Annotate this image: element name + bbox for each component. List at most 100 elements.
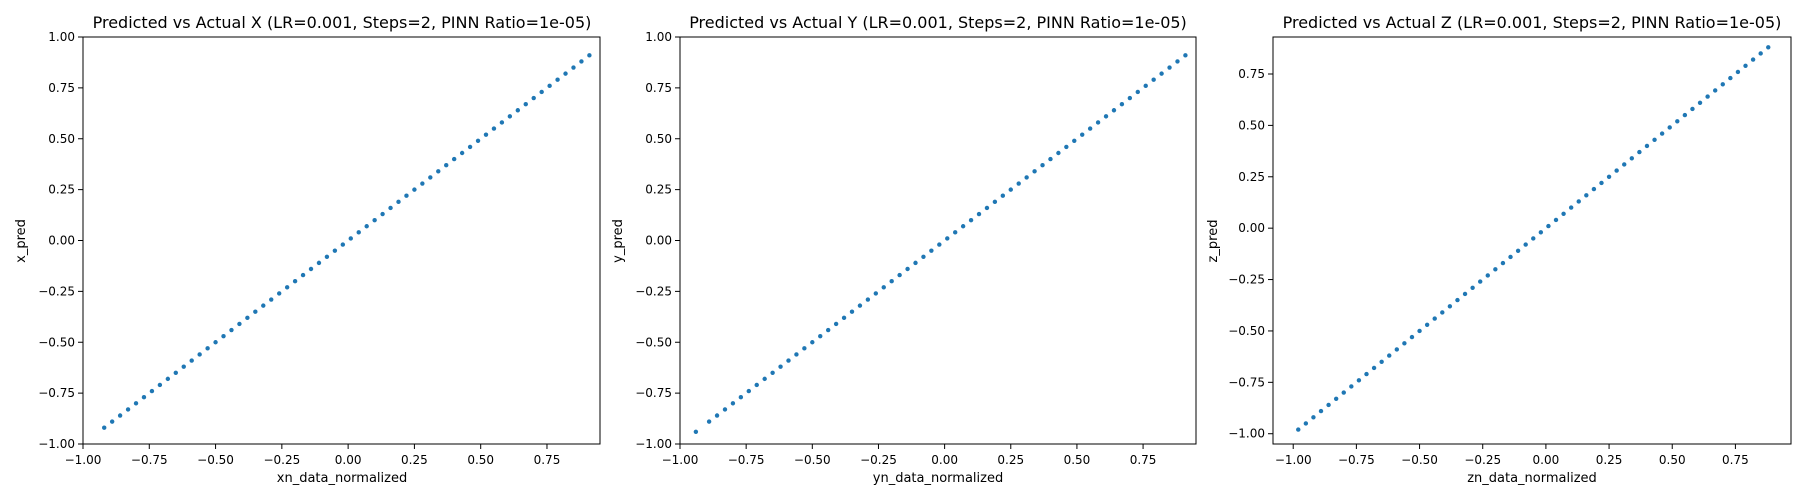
scatter-point — [1016, 181, 1021, 186]
scatter-point — [253, 309, 258, 314]
x-tick-label: 0.50 — [467, 453, 494, 467]
scatter-point — [873, 291, 879, 296]
scatter-point — [770, 370, 775, 375]
scatter-point — [237, 321, 242, 327]
y-tick-label: 0.50 — [645, 132, 672, 146]
x-tick-label: 0.00 — [1533, 453, 1560, 467]
scatter-point — [929, 248, 934, 253]
y-tick-label: 0.75 — [48, 81, 75, 95]
scatter-point — [1697, 100, 1703, 105]
scatter-point — [531, 95, 536, 101]
scatter-point — [1485, 273, 1490, 278]
scatter-point — [762, 376, 767, 382]
scatter-point — [340, 242, 346, 247]
x-tick-label: −1.00 — [662, 453, 699, 467]
plot-area-frame — [1272, 36, 1792, 445]
scatter-point — [1127, 95, 1133, 101]
x-tick-label: 0.75 — [1722, 453, 1749, 467]
scatter-point — [117, 413, 123, 418]
scatter-point — [1333, 396, 1339, 401]
scatter-point — [968, 217, 974, 223]
scatter-points — [102, 53, 592, 430]
scatter-point — [364, 224, 369, 229]
scatter-point — [1424, 322, 1430, 327]
scatter-point — [316, 260, 322, 266]
scatter-point — [1652, 137, 1657, 142]
scatter-point — [1553, 217, 1559, 223]
scatter-point — [1682, 112, 1688, 118]
scatter-point — [1072, 138, 1077, 143]
scatter-point — [483, 132, 489, 137]
scatter-point — [1064, 144, 1069, 150]
scatter-point — [459, 150, 465, 156]
scatter-point — [157, 382, 163, 388]
scatter-point — [539, 89, 544, 95]
scatter-point — [300, 272, 306, 278]
x-axis-label: yn_data_normalized — [873, 471, 1003, 486]
scatter-point — [1629, 156, 1635, 161]
scatter-point — [404, 193, 409, 198]
scatter-point — [992, 199, 998, 205]
scatter-point — [1111, 108, 1117, 113]
scatter-point — [1523, 242, 1528, 247]
scatter-point — [1576, 199, 1581, 204]
scatter-point — [714, 413, 720, 418]
scatter-point — [1364, 371, 1369, 377]
y-tick-label: 0.25 — [1238, 170, 1265, 184]
y-tick-label: −0.50 — [635, 335, 672, 349]
y-tick-label: 0.25 — [48, 183, 75, 197]
y-tick-label: −0.75 — [635, 386, 672, 400]
scatter-point — [380, 211, 385, 217]
scatter-point — [141, 394, 147, 400]
chart-panel-z: Predicted vs Actual Z (LR=0.001, Steps=2… — [1206, 13, 1792, 486]
scatter-point — [388, 205, 393, 211]
y-tick-label: 0.50 — [48, 132, 75, 146]
scatter-point — [507, 114, 513, 119]
scatter-point — [1048, 156, 1053, 162]
y-tick-label: 0.00 — [645, 234, 672, 248]
scatter-point — [746, 388, 751, 394]
chart-panel-y: Predicted vs Actual Y (LR=0.001, Steps=2… — [611, 13, 1197, 486]
scatter-point — [897, 272, 902, 278]
scatter-point — [905, 266, 910, 272]
scatter-point — [1296, 427, 1301, 432]
scatter-point — [1447, 304, 1453, 309]
y-tick-label: −0.50 — [38, 335, 75, 349]
scatter-point — [1728, 75, 1733, 81]
scatter-point — [921, 254, 926, 259]
axis-ticks: −1.00 −0.75 −0.50 −0.25 0.00 0.25 0.50 0.75 −1.0… — [635, 30, 1156, 467]
scatter-point — [1040, 163, 1045, 168]
scatter-point — [189, 358, 194, 363]
scatter-point — [332, 248, 338, 253]
y-tick-label: 0.75 — [1238, 67, 1265, 81]
scatter-point — [1667, 125, 1672, 130]
scatter-point — [865, 297, 871, 302]
x-axis-label: zn_data_normalized — [1467, 471, 1597, 486]
scatter-point — [269, 297, 274, 302]
scatter-point — [1599, 180, 1604, 186]
x-tick-label: −0.75 — [131, 453, 168, 467]
scatter-point — [276, 291, 282, 296]
scatter-point — [436, 169, 441, 174]
scatter-point — [913, 260, 918, 266]
scatter-point — [833, 321, 839, 327]
scatter-point — [412, 187, 417, 192]
chart-title: Predicted vs Actual Z (LR=0.001, Steps=2… — [1283, 13, 1782, 32]
x-tick-label: 0.75 — [1130, 453, 1157, 467]
scatter-point — [937, 242, 942, 247]
scatter-point — [976, 211, 982, 217]
scatter-point — [1024, 175, 1029, 180]
scatter-points — [1296, 45, 1771, 432]
scatter-point — [197, 352, 202, 357]
x-tick-label: −1.00 — [65, 453, 102, 467]
scatter-point — [1080, 132, 1085, 137]
scatter-point — [1087, 126, 1093, 131]
scatter-point — [1531, 236, 1536, 241]
scatter-point — [579, 59, 584, 64]
y-tick-label: 1.00 — [48, 30, 75, 44]
axis-ticks: −1.00 −0.75 −0.50 −0.25 0.00 0.25 0.50 0.75 −1.0… — [1228, 67, 1749, 467]
scatter-point — [372, 217, 377, 223]
scatter-point — [213, 340, 218, 345]
scatter-point — [825, 327, 831, 333]
